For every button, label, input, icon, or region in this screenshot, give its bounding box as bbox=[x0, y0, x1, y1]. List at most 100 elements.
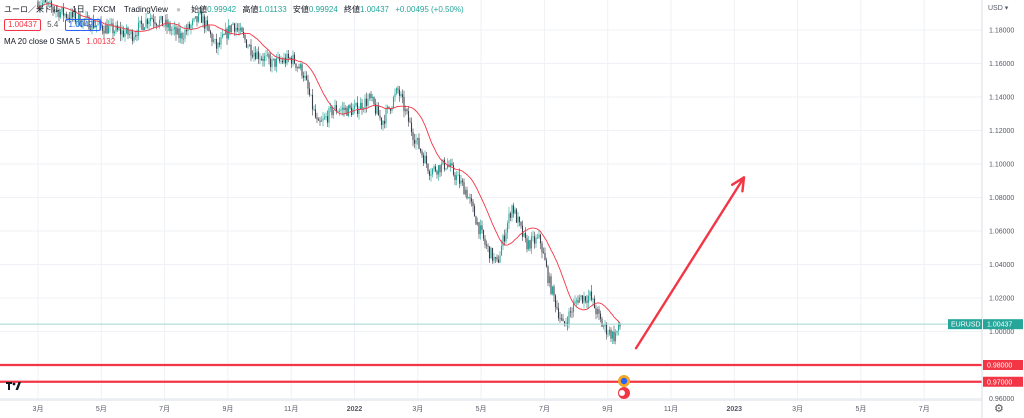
level-price-tag-label: 0.97000 bbox=[987, 379, 1012, 386]
candle-body bbox=[583, 296, 585, 303]
candle-body bbox=[230, 24, 233, 33]
candle-body bbox=[473, 206, 476, 217]
candle-body bbox=[406, 109, 408, 112]
level-price-tag bbox=[983, 376, 1023, 387]
candle-body bbox=[514, 209, 516, 214]
candle-body bbox=[92, 20, 95, 28]
candle-body bbox=[397, 88, 399, 90]
price-tick-label: 1.16000 bbox=[989, 61, 1014, 68]
candle-body bbox=[535, 237, 537, 244]
candle-body bbox=[302, 75, 305, 78]
candle-body bbox=[197, 13, 200, 22]
candle-body bbox=[94, 26, 96, 28]
indicator-legend[interactable]: MA 20 close 0 SMA 5 1.00132 bbox=[4, 36, 115, 47]
candle-body bbox=[182, 38, 185, 40]
candle-body bbox=[316, 117, 318, 120]
candle-body bbox=[256, 51, 258, 59]
indicator-name[interactable]: MA 20 close 0 SMA 5 bbox=[4, 37, 81, 46]
candle-body bbox=[464, 189, 467, 195]
level-price-tag bbox=[983, 360, 1023, 370]
open-value: 0.99942 bbox=[207, 5, 237, 14]
candle-body bbox=[598, 309, 600, 314]
level-price-tag-label: 0.98000 bbox=[987, 363, 1012, 370]
candle-body bbox=[274, 58, 276, 67]
candle-body bbox=[331, 106, 333, 116]
candle-body bbox=[601, 319, 603, 327]
settings-gear-icon[interactable]: ⚙ bbox=[994, 403, 1004, 415]
ask-button[interactable]: 1.00491 bbox=[64, 19, 102, 31]
candle-body bbox=[361, 102, 363, 110]
candle-body bbox=[440, 163, 443, 173]
tradingview-logo-icon[interactable] bbox=[6, 381, 22, 393]
candle-body bbox=[47, 2, 50, 4]
candle-body bbox=[55, 10, 57, 12]
candle-body bbox=[553, 286, 555, 296]
candle-body bbox=[221, 34, 224, 38]
forecast-arrow[interactable] bbox=[634, 176, 746, 350]
time-axis[interactable]: 3月 5月 7月 9月 11月 2022 3月 5月 7月 9月 11月 2023 3月 5月 7月 bbox=[33, 405, 930, 413]
candle-body bbox=[304, 75, 306, 78]
candle-body bbox=[422, 155, 425, 164]
candle-body bbox=[203, 16, 206, 29]
candle-body bbox=[73, 12, 75, 18]
candle-body bbox=[506, 223, 509, 233]
candle-body bbox=[217, 42, 219, 49]
candle-body bbox=[101, 25, 104, 31]
candle-body bbox=[272, 58, 275, 60]
candle-body bbox=[490, 248, 492, 259]
candle-body bbox=[433, 166, 435, 169]
candle-body bbox=[611, 331, 614, 339]
candle-body bbox=[191, 20, 194, 25]
candle-body bbox=[121, 30, 123, 35]
candle-body bbox=[280, 60, 282, 62]
symbol-name[interactable]: ユーロ／米ドル bbox=[4, 5, 60, 14]
candle-body bbox=[394, 93, 396, 98]
candle-body bbox=[400, 94, 402, 96]
candle-body bbox=[170, 30, 173, 31]
candle-body bbox=[305, 75, 308, 80]
currency-label[interactable]: USD ▾ bbox=[988, 5, 1009, 12]
forecast-arrow-head[interactable] bbox=[730, 176, 746, 193]
candle-body bbox=[368, 93, 371, 99]
candle-body bbox=[98, 20, 101, 24]
candle-body bbox=[131, 31, 134, 41]
time-tick-label: 7月 bbox=[159, 405, 170, 413]
candle-body bbox=[532, 236, 534, 238]
candle-body bbox=[224, 29, 227, 35]
candle-body bbox=[550, 276, 552, 294]
candle-body bbox=[509, 213, 512, 218]
candle-body bbox=[218, 42, 221, 45]
interval-label[interactable]: 1日 bbox=[72, 5, 85, 14]
candle-body bbox=[610, 329, 612, 339]
candle-body bbox=[148, 21, 150, 25]
time-tick-label: 7月 bbox=[539, 405, 550, 413]
price-tick-label: 1.18000 bbox=[989, 28, 1014, 35]
price-tick-label: 1.04000 bbox=[989, 262, 1014, 269]
candle-body bbox=[565, 322, 567, 324]
candle-body bbox=[326, 116, 329, 123]
candle-body bbox=[563, 321, 566, 324]
event-icons[interactable] bbox=[618, 375, 630, 399]
candle-body bbox=[613, 331, 615, 342]
candle-body bbox=[173, 27, 176, 30]
candle-body bbox=[178, 28, 180, 39]
candle-body bbox=[505, 232, 507, 242]
candle-body bbox=[128, 34, 131, 35]
candle-body bbox=[493, 257, 495, 261]
forecast-arrow-shaft[interactable] bbox=[634, 176, 746, 350]
candle-body bbox=[214, 39, 216, 40]
candle-body bbox=[82, 19, 84, 26]
candle-body bbox=[193, 18, 195, 21]
candle-body bbox=[167, 23, 170, 28]
candle-body bbox=[91, 20, 93, 30]
price-tick-label: 1.06000 bbox=[989, 229, 1014, 236]
candle-body bbox=[106, 24, 108, 34]
candle-body bbox=[463, 182, 465, 195]
candle-body bbox=[352, 108, 354, 115]
candle-body bbox=[482, 229, 485, 239]
candle-body bbox=[77, 14, 80, 22]
price-axis[interactable]: USD ▾ 1.18000 1.16000 1.14000 1.12000 1.10000… bbox=[988, 5, 1014, 403]
bid-button[interactable]: 1.00437 bbox=[4, 19, 41, 31]
candle-body bbox=[593, 298, 596, 309]
